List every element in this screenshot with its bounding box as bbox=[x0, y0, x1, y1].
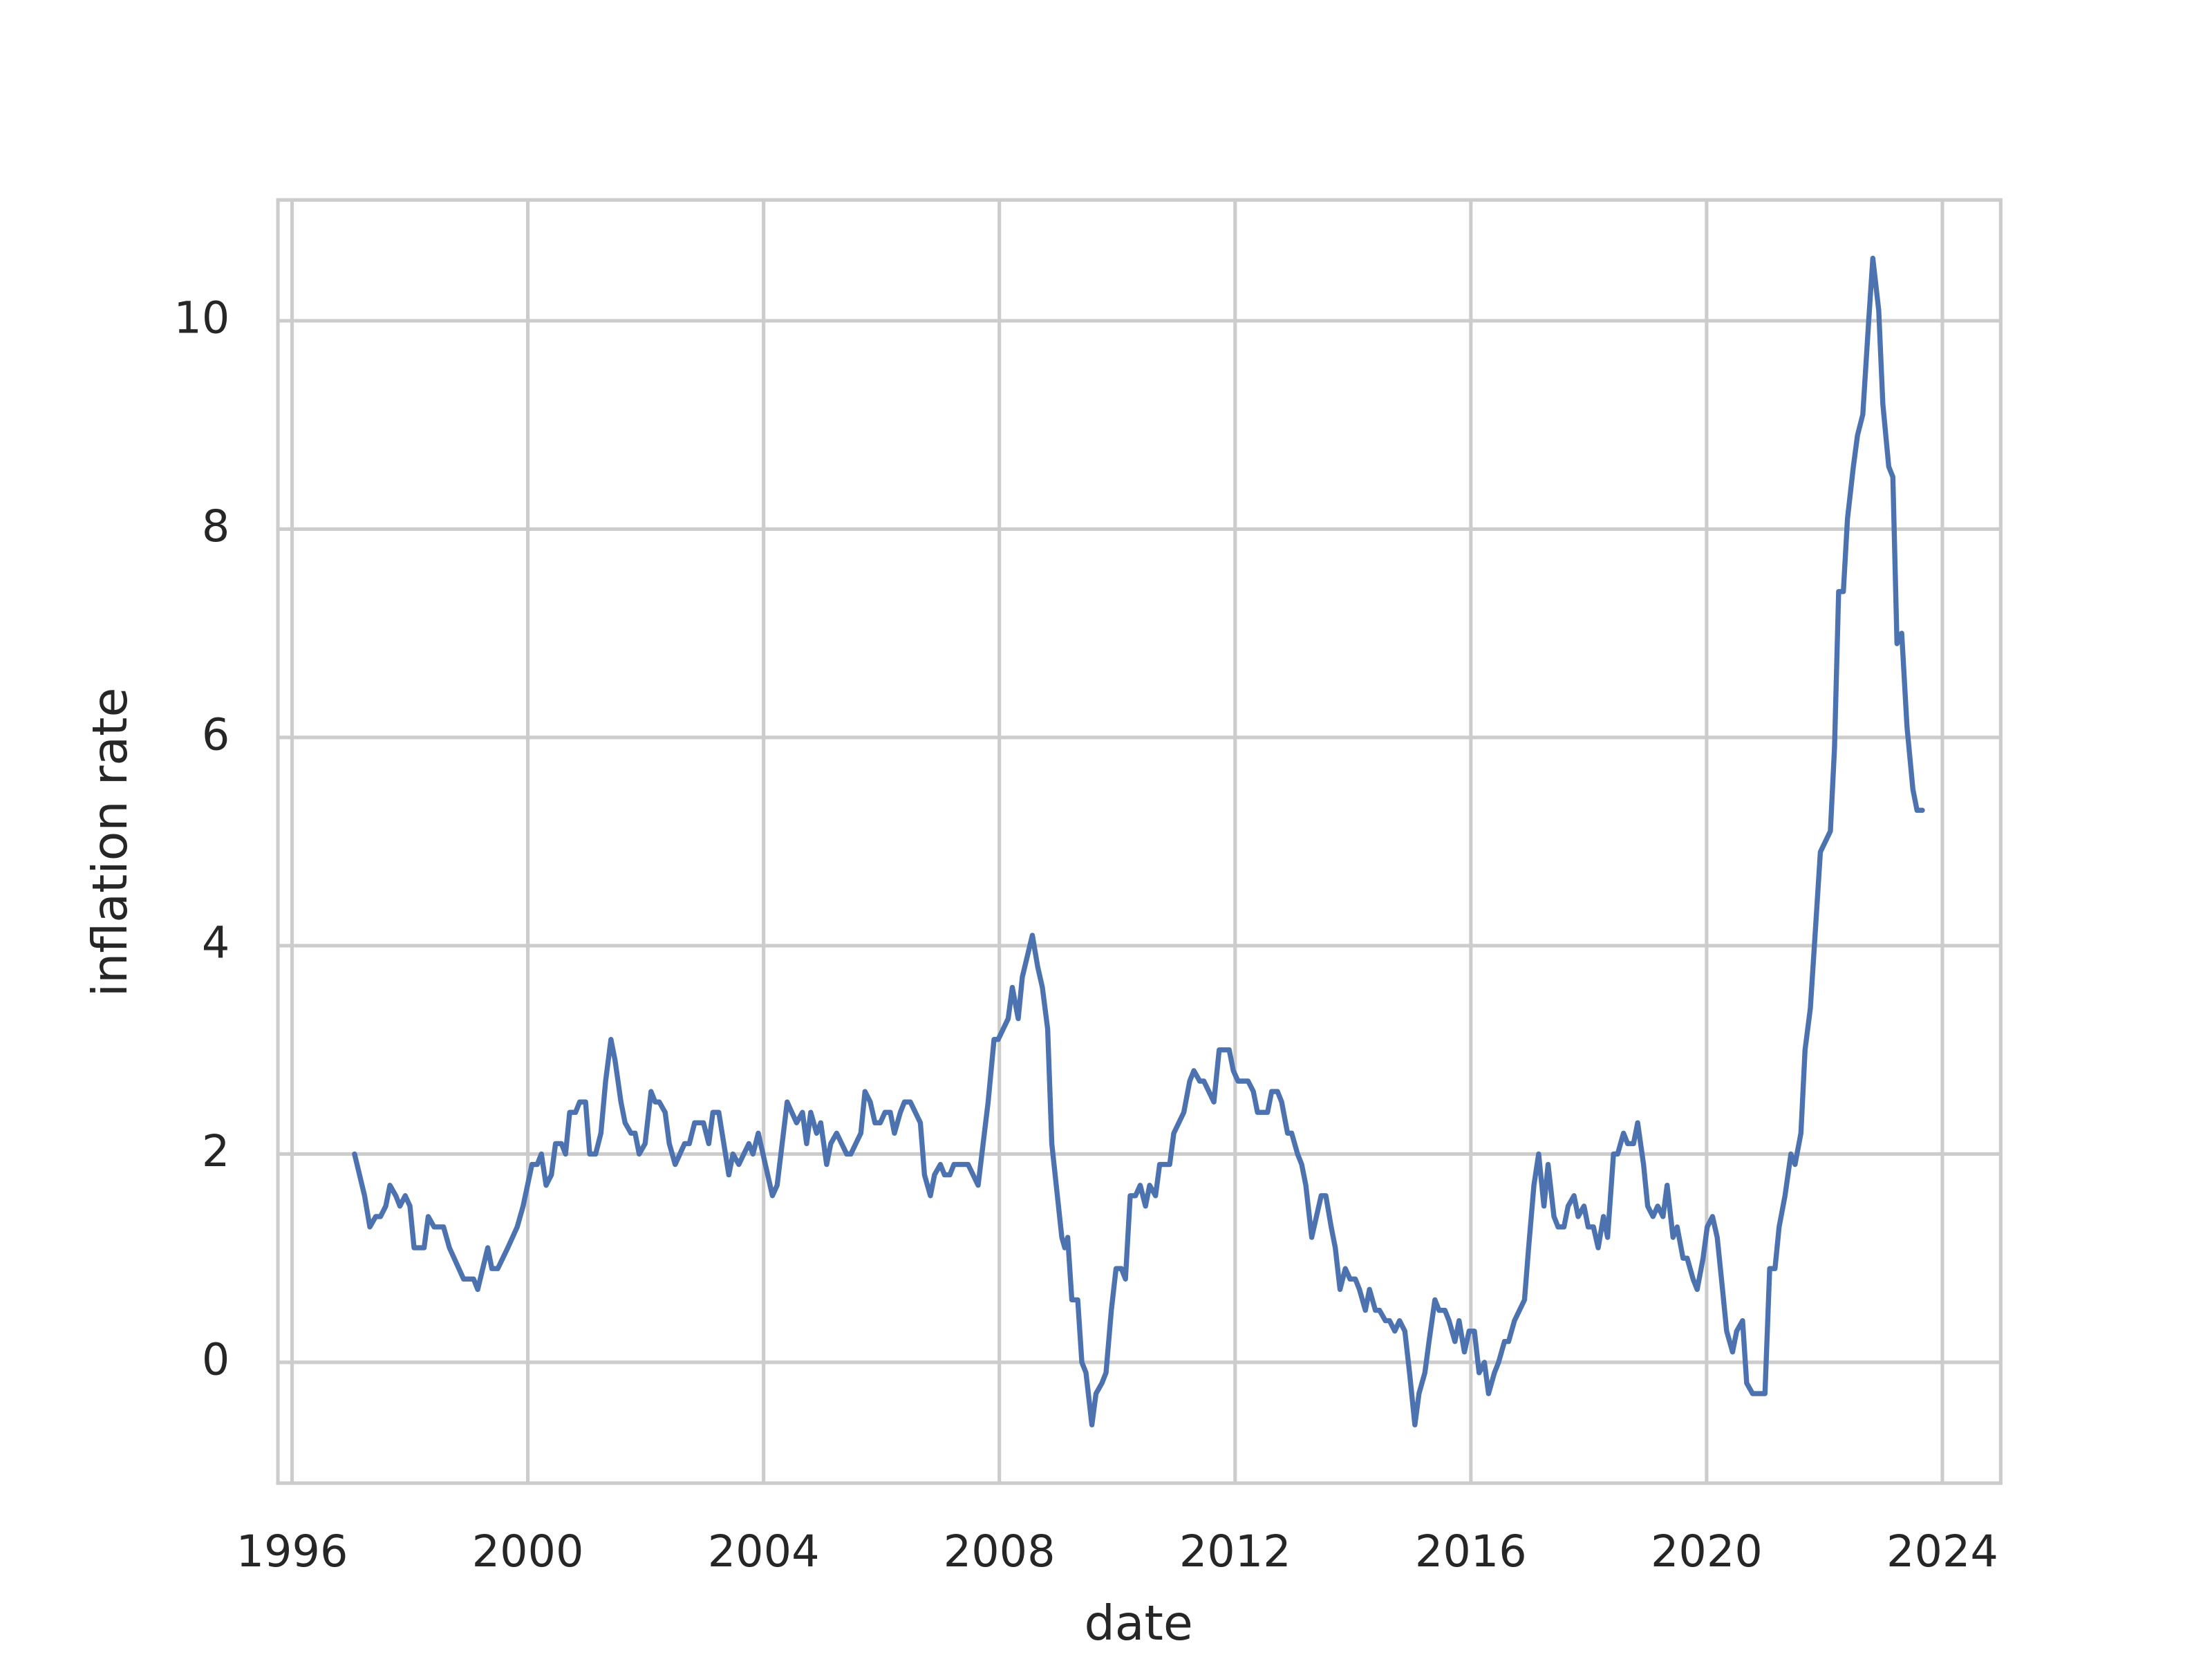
x-tick-label: 2016 bbox=[1415, 1526, 1527, 1577]
y-tick-label: 2 bbox=[202, 1125, 229, 1177]
y-tick-label: 6 bbox=[202, 709, 229, 760]
y-tick-label: 0 bbox=[202, 1333, 229, 1385]
x-tick-label: 2024 bbox=[1886, 1526, 1998, 1577]
x-axis-label: date bbox=[1085, 1595, 1193, 1651]
y-tick-label: 10 bbox=[174, 292, 229, 344]
x-tick-label: 2008 bbox=[944, 1526, 1056, 1577]
y-tick-label: 4 bbox=[202, 917, 229, 968]
x-tick-label: 1996 bbox=[236, 1526, 348, 1577]
y-axis-label: inflation rate bbox=[82, 688, 138, 997]
data-line bbox=[352, 255, 1925, 1427]
plot-frame bbox=[276, 198, 2003, 1485]
y-tick-label: 8 bbox=[202, 500, 229, 552]
x-tick-label: 2012 bbox=[1179, 1526, 1291, 1577]
x-tick-label: 2000 bbox=[472, 1526, 584, 1577]
x-tick-label: 2004 bbox=[708, 1526, 820, 1577]
x-tick-label: 2020 bbox=[1651, 1526, 1763, 1577]
